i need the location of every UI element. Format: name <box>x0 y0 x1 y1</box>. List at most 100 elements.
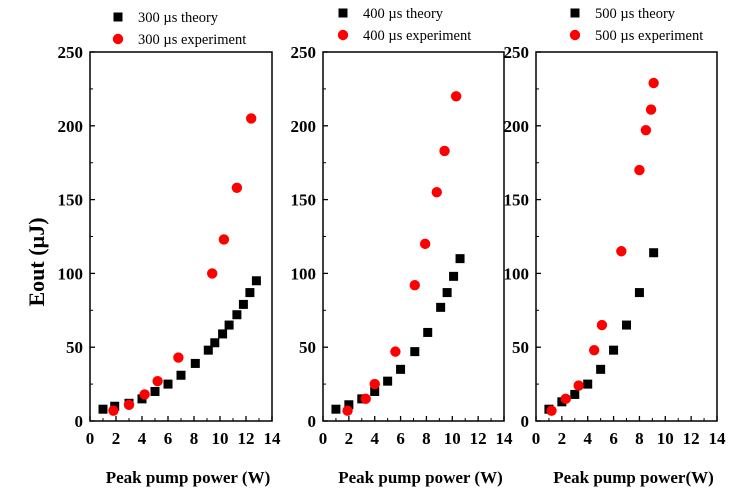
x-tick-label: 2 <box>558 429 567 448</box>
theory-point <box>423 327 433 337</box>
y-tick-label: 250 <box>58 43 84 62</box>
theory-point <box>410 347 420 357</box>
x-tick-label: 0 <box>319 429 328 448</box>
experiment-point <box>173 352 184 363</box>
legend-label: 500 µs experiment <box>595 28 703 44</box>
theory-point <box>396 364 406 374</box>
plot-frame <box>89 51 273 422</box>
x-axis-label: Peak pump power (W) <box>338 468 503 487</box>
experiment-point <box>645 104 657 115</box>
plot-frame <box>322 51 505 422</box>
theory-point <box>150 386 160 396</box>
x-tick-label: 12 <box>470 429 487 448</box>
legend-label: 500 µs theory <box>595 6 676 22</box>
y-tick-label: 0 <box>75 412 84 431</box>
experiment-point <box>360 393 371 405</box>
legend-marker-theory <box>338 8 348 18</box>
theory-point <box>203 345 213 355</box>
x-tick-label: 4 <box>138 429 147 448</box>
y-tick-label: 250 <box>504 43 530 62</box>
theory-point <box>622 320 631 330</box>
experiment-point <box>139 389 150 400</box>
x-tick-label: 8 <box>635 429 644 448</box>
x-tick-label: 0 <box>86 429 95 448</box>
x-tick-label: 6 <box>396 429 405 448</box>
x-tick-label: 10 <box>444 429 461 448</box>
experiment-point <box>409 280 420 291</box>
experiment-point <box>546 405 557 416</box>
y-tick-label: 100 <box>504 264 530 283</box>
x-tick-label: 14 <box>709 429 727 448</box>
y-tick-label: 250 <box>291 43 317 62</box>
theory-point <box>436 302 446 312</box>
theory-point <box>649 248 659 258</box>
experiment-point <box>640 125 652 136</box>
x-tick-label: 10 <box>657 429 674 448</box>
experiment-point <box>431 187 442 198</box>
theory-point <box>370 386 380 396</box>
theory-point <box>190 358 200 368</box>
theory-point <box>210 338 220 348</box>
legend-label: 300 µs theory <box>138 10 219 26</box>
experiment-point <box>390 346 401 357</box>
x-tick-label: 14 <box>264 429 282 448</box>
theory-point <box>344 400 354 410</box>
legend-marker-experiment <box>112 33 124 45</box>
y-tick-label: 200 <box>58 117 84 136</box>
experiment-point <box>123 399 135 410</box>
y-tick-label: 0 <box>521 412 530 431</box>
x-axis-label: Peak pump power(W) <box>553 468 714 487</box>
x-tick-label: 4 <box>583 429 592 448</box>
experiment-point <box>634 164 645 176</box>
theory-point <box>609 345 619 355</box>
theory-point <box>251 276 261 286</box>
x-tick-label: 8 <box>190 429 199 448</box>
experiment-point <box>573 380 584 391</box>
theory-point <box>163 379 173 389</box>
theory-point <box>634 288 644 298</box>
experiment-point <box>616 246 627 257</box>
theory-point <box>238 299 248 309</box>
theory-point <box>383 376 393 386</box>
experiment-point <box>588 344 600 356</box>
theory-point <box>570 389 580 399</box>
experiment-point <box>560 393 571 405</box>
theory-point <box>218 329 228 339</box>
legend-label: 400 µs experiment <box>363 28 471 44</box>
experiment-point <box>419 238 431 250</box>
x-tick-label: 6 <box>609 429 618 448</box>
theory-point <box>455 254 465 264</box>
experiment-point <box>246 113 257 124</box>
x-tick-label: 2 <box>112 429 121 448</box>
experiment-point <box>108 405 119 416</box>
experiment-point <box>369 378 380 390</box>
experiment-point <box>342 405 353 416</box>
theory-point <box>583 379 593 389</box>
theory-point <box>232 310 242 320</box>
y-tick-label: 200 <box>291 117 317 136</box>
y-tick-label: 200 <box>504 117 530 136</box>
experiment-point <box>218 234 230 245</box>
theory-point <box>442 288 452 298</box>
x-tick-label: 0 <box>532 429 541 448</box>
x-tick-label: 6 <box>164 429 173 448</box>
theory-point <box>176 370 186 380</box>
x-tick-label: 14 <box>496 429 514 448</box>
x-tick-label: 10 <box>212 429 229 448</box>
y-tick-label: 100 <box>291 264 317 283</box>
y-tick-label: 100 <box>58 264 84 283</box>
legend-marker-experiment <box>569 29 581 41</box>
plot-frame <box>535 51 718 422</box>
y-tick-label: 50 <box>299 338 316 357</box>
experiment-point <box>648 77 659 89</box>
experiment-point <box>152 375 163 387</box>
x-tick-label: 12 <box>238 429 255 448</box>
legend-marker-theory <box>570 8 580 18</box>
experiment-point <box>596 319 608 331</box>
x-tick-label: 2 <box>345 429 354 448</box>
experiment-point <box>450 91 462 102</box>
